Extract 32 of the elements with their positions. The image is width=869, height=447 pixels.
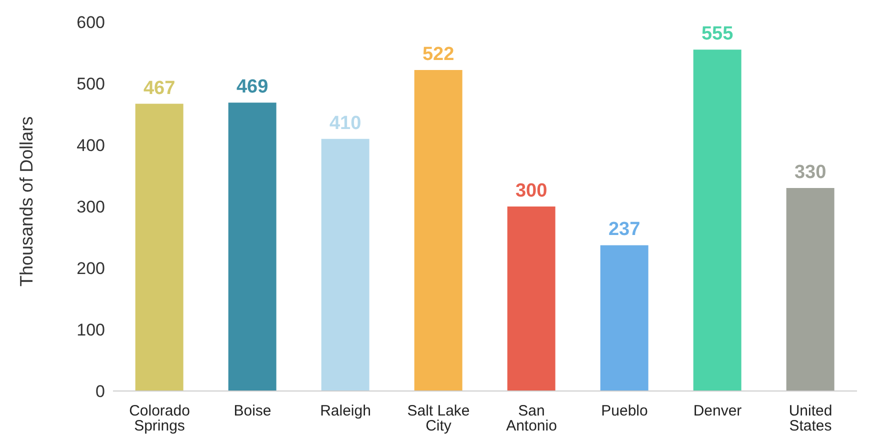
x-tick-label: Denver (693, 402, 742, 420)
y-tick-label: 600 (76, 13, 105, 32)
data-label: 467 (143, 78, 176, 99)
y-tick-label: 300 (76, 198, 105, 217)
data-label: 555 (701, 24, 734, 45)
y-tick-label: 200 (76, 259, 105, 278)
x-tick-label: Raleigh (320, 402, 371, 420)
bar (228, 102, 276, 391)
y-axis-title: Thousands of Dollars (16, 116, 36, 286)
x-tick-label: Pueblo (601, 402, 648, 420)
bar (786, 188, 834, 391)
data-label: 300 (515, 180, 548, 202)
bar (321, 138, 370, 391)
data-label: 330 (794, 162, 826, 184)
bar (693, 50, 742, 391)
y-tick-label: 400 (76, 136, 105, 156)
data-label: 522 (422, 44, 454, 65)
bar (414, 70, 462, 391)
x-tick-label: Colorado Springs (129, 402, 190, 435)
data-label: 410 (329, 112, 362, 134)
x-tick-label: United States (788, 402, 832, 435)
bar (135, 104, 184, 391)
data-label: 469 (236, 76, 268, 98)
bar (600, 245, 648, 391)
y-tick-label: 0 (96, 382, 105, 402)
x-tick-label: San Antonio (506, 402, 557, 435)
bar (507, 206, 556, 391)
y-tick-label: 500 (76, 74, 105, 94)
data-label: 237 (608, 219, 640, 240)
x-tick-label: Boise (234, 402, 272, 420)
x-tick-label: Salt Lake City (407, 402, 470, 435)
y-tick-label: 100 (76, 320, 105, 340)
